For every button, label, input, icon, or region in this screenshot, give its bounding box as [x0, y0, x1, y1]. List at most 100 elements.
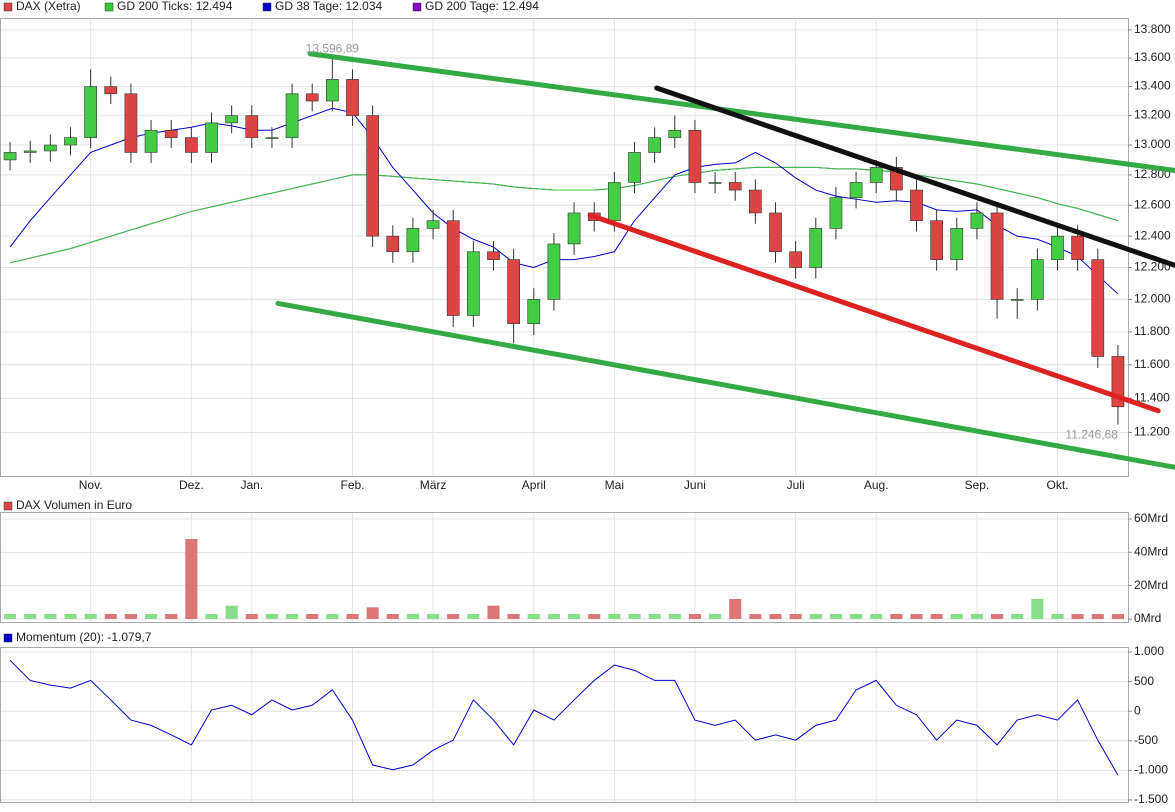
candle-body — [326, 79, 339, 102]
candle-body — [507, 259, 520, 324]
volume-bar — [44, 614, 57, 619]
candle-body — [829, 197, 843, 229]
volume-bar — [930, 614, 943, 619]
legend-label: DAX Volumen in Euro — [16, 498, 132, 512]
momentum-line — [9, 659, 1119, 776]
y-tick-label: -1.000 — [1134, 763, 1168, 777]
candle-body — [668, 129, 682, 138]
volume-bar — [991, 614, 1004, 619]
candle-body — [990, 212, 1004, 300]
volume-bar — [527, 614, 540, 619]
legend-label: DAX (Xetra) — [16, 0, 81, 13]
y-tick-label: 0Mrd — [1134, 611, 1161, 625]
x-tick-label: Dez. — [179, 478, 204, 492]
volume-bar — [447, 614, 460, 619]
y-tick-label: -1.500 — [1134, 792, 1168, 806]
candle-body — [406, 228, 420, 253]
volume-bar — [104, 614, 117, 619]
x-tick-label: Mai — [605, 478, 624, 492]
volume-bar — [286, 614, 299, 619]
y-tick-label: 500 — [1134, 674, 1154, 688]
candle-body — [910, 189, 923, 221]
candle-body — [225, 115, 238, 124]
volume-bar — [608, 614, 621, 619]
volume-bar — [386, 614, 399, 619]
candle-body — [64, 137, 77, 146]
volume-bar — [507, 614, 520, 619]
moving-average-line — [9, 107, 1119, 295]
y-tick-label: 11.800 — [1134, 324, 1170, 338]
volume-panel — [0, 512, 1129, 623]
legend-label: GD 200 Ticks: 12.494 — [117, 0, 233, 13]
candle-body — [426, 220, 440, 229]
x-tick-label: Jan. — [240, 478, 263, 492]
momentum-panel — [0, 647, 1129, 803]
x-tick-label: März — [420, 478, 447, 492]
candle-body — [144, 129, 158, 153]
volume-bar — [1111, 614, 1124, 619]
volume-bar — [406, 614, 419, 619]
moving-average-line — [9, 166, 1119, 264]
candle-body — [23, 150, 37, 153]
candle-body — [970, 212, 984, 229]
candle-body — [567, 212, 581, 245]
x-tick-label: Juni — [684, 478, 706, 492]
legend-label: GD 200 Tage: 12.494 — [425, 0, 539, 13]
x-tick-label: April — [522, 478, 546, 492]
candle-body — [487, 251, 500, 260]
y-tick-label: 12.000 — [1134, 292, 1171, 306]
volume-bar — [24, 614, 37, 619]
x-tick-label: Nov. — [79, 478, 103, 492]
volume-bar — [568, 614, 581, 619]
volume-bar — [165, 614, 178, 619]
x-tick-label: Juli — [787, 478, 805, 492]
volume-bar — [890, 614, 903, 619]
volume-bar — [306, 614, 319, 619]
volume-bar — [1051, 614, 1064, 619]
volume-bar — [850, 614, 863, 619]
candle-body — [84, 86, 97, 138]
candle-body — [366, 115, 379, 237]
volume-bar — [124, 614, 137, 619]
y-tick-label: 13.400 — [1134, 79, 1171, 93]
candle-body — [446, 220, 460, 316]
legend-swatch — [262, 2, 272, 12]
candle-body — [1051, 235, 1064, 260]
candle-body — [628, 152, 641, 183]
candle-body — [1010, 299, 1024, 301]
candle-body — [728, 182, 742, 191]
volume-bar — [910, 614, 923, 619]
volume-bar — [628, 614, 641, 619]
volume-bar — [4, 614, 17, 619]
candle-body — [185, 137, 198, 153]
volume-bar — [366, 607, 379, 619]
candle-body — [930, 220, 943, 260]
y-tick-label: -500 — [1134, 733, 1158, 747]
volume-bar — [1031, 599, 1044, 619]
candle-body — [305, 93, 319, 102]
candle-body — [950, 228, 964, 260]
candle-body — [44, 144, 57, 152]
candle-body — [608, 182, 621, 221]
volume-bar — [1071, 614, 1084, 619]
volume-bar — [1091, 614, 1104, 619]
volume-bar — [1011, 614, 1024, 619]
candle-body — [3, 152, 17, 161]
volume-bar — [709, 614, 722, 619]
candle-body — [648, 137, 661, 153]
legend-label: GD 38 Tage: 12.034 — [275, 0, 383, 13]
volume-bar — [185, 539, 198, 619]
y-tick-label: 11.600 — [1134, 357, 1170, 371]
y-tick-label: 13.000 — [1134, 137, 1171, 151]
trend-line — [275, 300, 1175, 470]
y-tick-label: 13.200 — [1134, 108, 1171, 122]
candle-body — [1071, 235, 1084, 260]
candle-body — [265, 137, 279, 139]
volume-bar — [769, 614, 782, 619]
candle-body — [547, 243, 561, 300]
x-tick-label: Sep. — [965, 478, 990, 492]
volume-bar — [346, 614, 359, 619]
volume-bar — [668, 614, 681, 619]
y-tick-label: 20Mrd — [1134, 578, 1168, 592]
